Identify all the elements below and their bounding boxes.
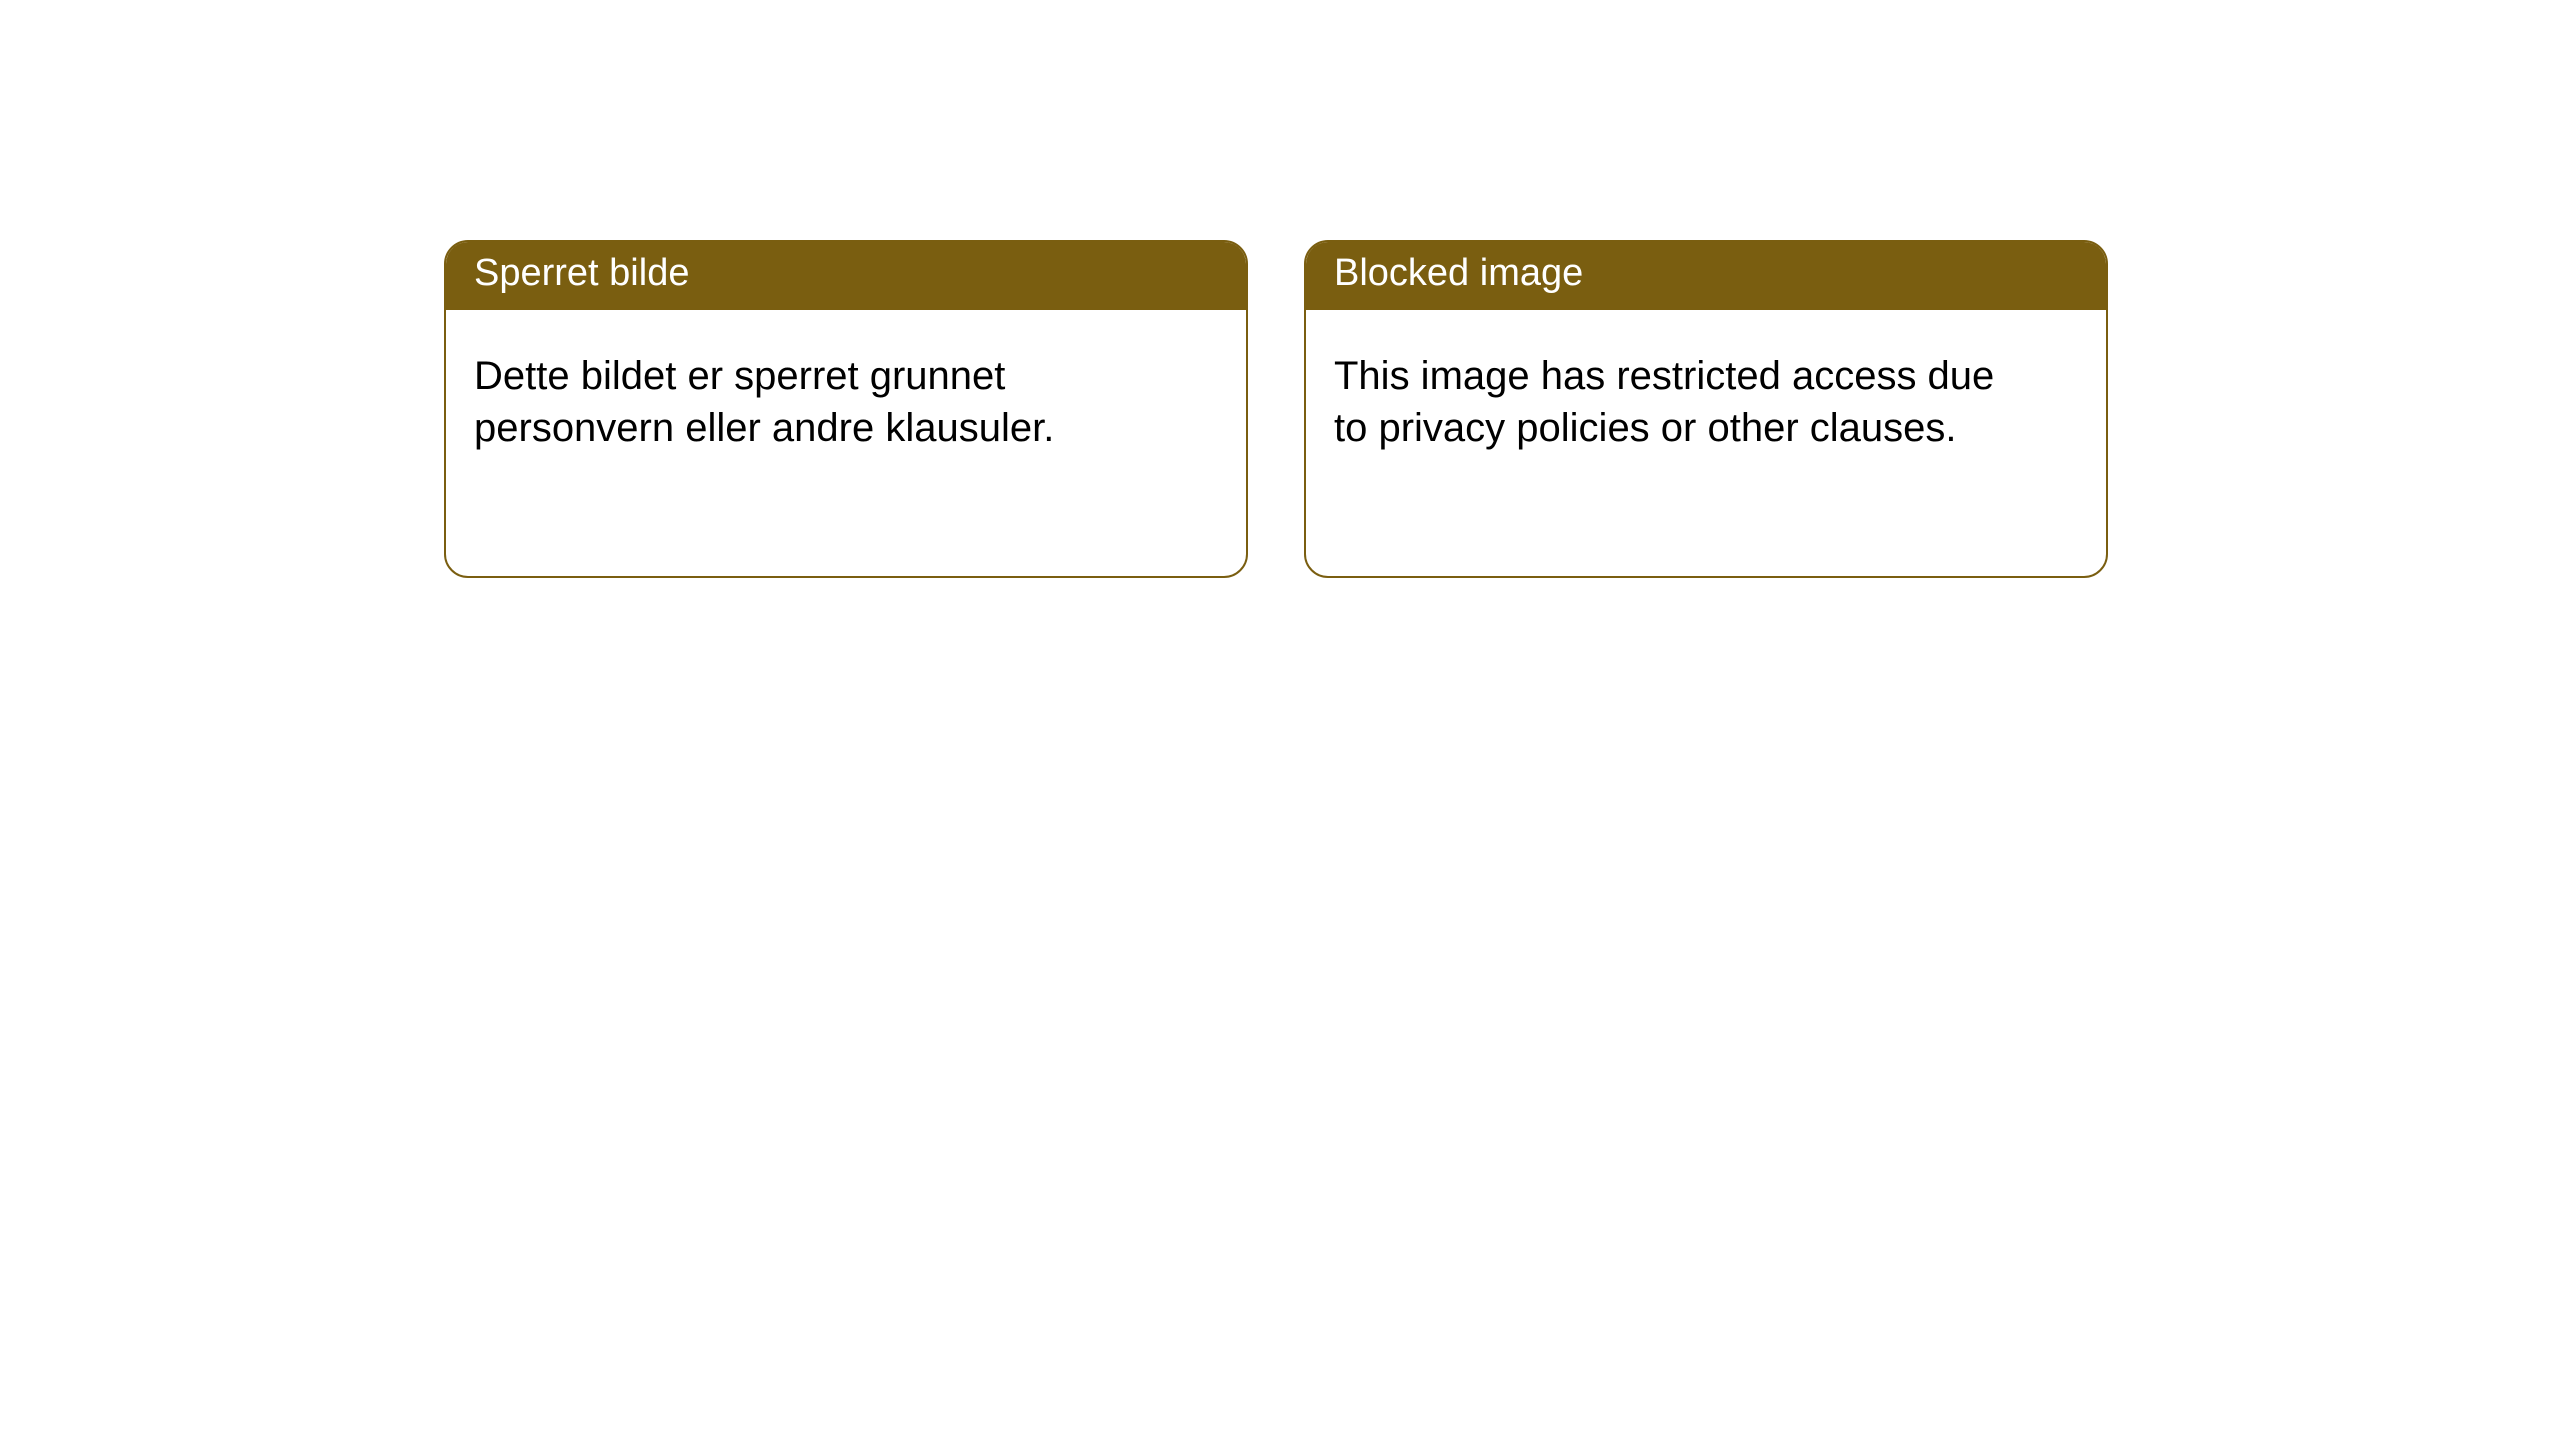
notice-card-en: Blocked image This image has restricted …: [1304, 240, 2108, 578]
notice-card-no: Sperret bilde Dette bildet er sperret gr…: [444, 240, 1248, 578]
notice-cards-row: Sperret bilde Dette bildet er sperret gr…: [0, 0, 2560, 578]
notice-card-title: Blocked image: [1306, 242, 2106, 310]
notice-card-message: Dette bildet er sperret grunnet personve…: [446, 310, 1166, 482]
notice-card-message: This image has restricted access due to …: [1306, 310, 2026, 482]
notice-card-title: Sperret bilde: [446, 242, 1246, 310]
